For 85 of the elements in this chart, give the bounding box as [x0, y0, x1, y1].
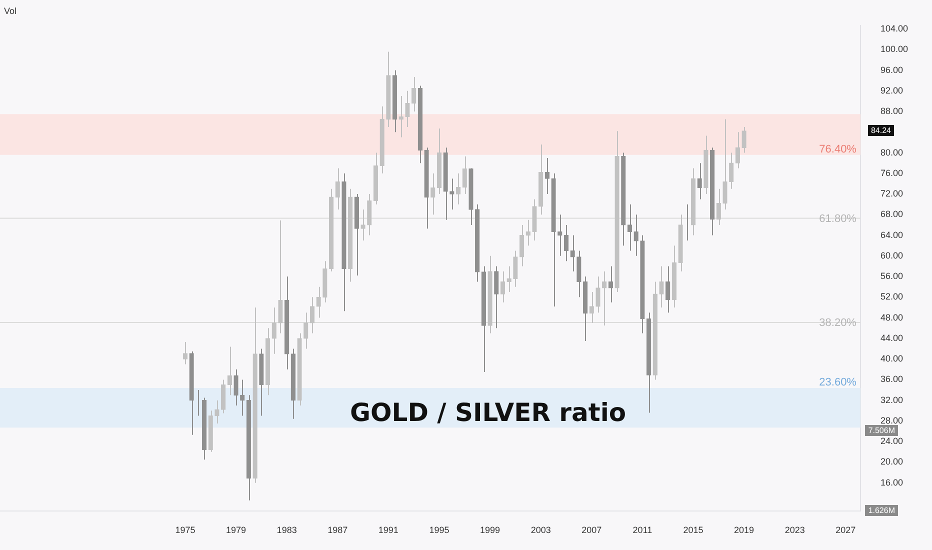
- candlestick: [722, 118, 728, 210]
- candlestick: [666, 266, 670, 314]
- candlestick: [304, 312, 308, 350]
- x-tick-label: 2019: [734, 525, 754, 536]
- candlestick: [462, 156, 467, 195]
- y-tick-label: 20.00: [880, 456, 904, 467]
- candlestick: [494, 266, 499, 329]
- y-tick-label: 104.00: [880, 23, 908, 34]
- band-label: 23.60%: [819, 376, 857, 388]
- candlestick: [310, 296, 315, 334]
- x-tick-label: 1987: [328, 525, 348, 536]
- candlestick: [589, 292, 594, 324]
- x-tick-label: 2015: [683, 525, 704, 536]
- y-tick-label: 60.00: [880, 250, 904, 260]
- x-tick-label: 1983: [276, 525, 297, 536]
- candlestick: [634, 214, 638, 256]
- y-tick-label: 76.00: [880, 168, 904, 178]
- y-tick-label: 80.00: [880, 147, 904, 158]
- candlestick: [220, 379, 226, 414]
- candlestick: [316, 286, 321, 318]
- y-tick-label: 32.00: [880, 394, 904, 405]
- candlestick: [234, 368, 238, 406]
- x-tick-label: 1979: [226, 525, 246, 536]
- candlestick: [716, 188, 721, 226]
- candlestick: [576, 250, 582, 298]
- candlestick: [278, 220, 283, 334]
- candlestick: [729, 152, 734, 190]
- x-tick-label: 2027: [836, 525, 856, 536]
- y-tick-label: 16.00: [880, 477, 904, 488]
- candlestick: [214, 400, 220, 424]
- candlestick: [182, 342, 188, 365]
- x-tick-label: 1975: [175, 525, 196, 536]
- y-tick-label: 64.00: [880, 230, 904, 240]
- y-tick-label: 96.00: [880, 64, 904, 75]
- candlestick: [450, 178, 454, 210]
- y-tick-label: 52.00: [880, 292, 904, 302]
- x-tick-label: 2003: [530, 525, 551, 536]
- text: GOLD / SILVER ratio: [350, 398, 626, 427]
- annotation: 38.20%: [819, 316, 857, 329]
- candlestick: [412, 76, 416, 112]
- candlestick: [500, 270, 506, 303]
- candlestick: [570, 234, 575, 272]
- y-tick-label: 72.00: [880, 188, 904, 199]
- x-tick-label: 2011: [632, 525, 652, 536]
- text: 7.506M: [865, 425, 898, 436]
- text: 1.626M: [865, 505, 898, 516]
- candlestick: [272, 306, 276, 354]
- y-tick-label: 68.00: [880, 209, 904, 220]
- x-tick-label: 2007: [582, 525, 602, 536]
- candlestick: [659, 266, 664, 308]
- y-tick-label: 24.00: [880, 436, 904, 446]
- candlestick: [627, 204, 632, 252]
- x-tick-label: 1991: [378, 525, 398, 536]
- band-label: 76.40%: [819, 143, 857, 156]
- y-tick-label: 56.00: [880, 271, 904, 282]
- candlestick: [430, 172, 436, 216]
- candlestick: [596, 276, 600, 314]
- text: 84.24: [868, 124, 894, 136]
- candlestick: [513, 250, 518, 288]
- y-tick-label: 36.00: [880, 374, 904, 384]
- candlestick: [564, 224, 569, 262]
- candlestick: [405, 90, 410, 128]
- candlestick: [456, 172, 461, 205]
- candlestick: [742, 126, 746, 154]
- candlestick: [227, 346, 232, 396]
- candlestick: [335, 168, 340, 210]
- x-tick-label: 2023: [784, 525, 805, 536]
- y-tick-label: 88.00: [880, 106, 904, 116]
- candlestick: [697, 162, 702, 200]
- candlestick: [544, 157, 550, 195]
- y-tick-label: 48.00: [880, 312, 904, 322]
- y-tick-label: 40.00: [880, 354, 904, 364]
- candlestick: [519, 224, 524, 267]
- candlestick: [532, 198, 537, 241]
- candlestick: [360, 209, 366, 241]
- x-tick-label: 1999: [480, 525, 500, 536]
- y-tick-label: 28.00: [880, 415, 904, 426]
- y-tick-label: 100.00: [880, 44, 908, 54]
- candlestick: [735, 132, 740, 169]
- y-tick-label: 44.00: [880, 332, 904, 343]
- text: Vol: [4, 6, 17, 16]
- x-tick-label: 1995: [429, 525, 450, 536]
- candlestick: [367, 194, 372, 236]
- annotation: 61.80%: [819, 212, 857, 225]
- y-tick-label: 92.00: [880, 85, 904, 96]
